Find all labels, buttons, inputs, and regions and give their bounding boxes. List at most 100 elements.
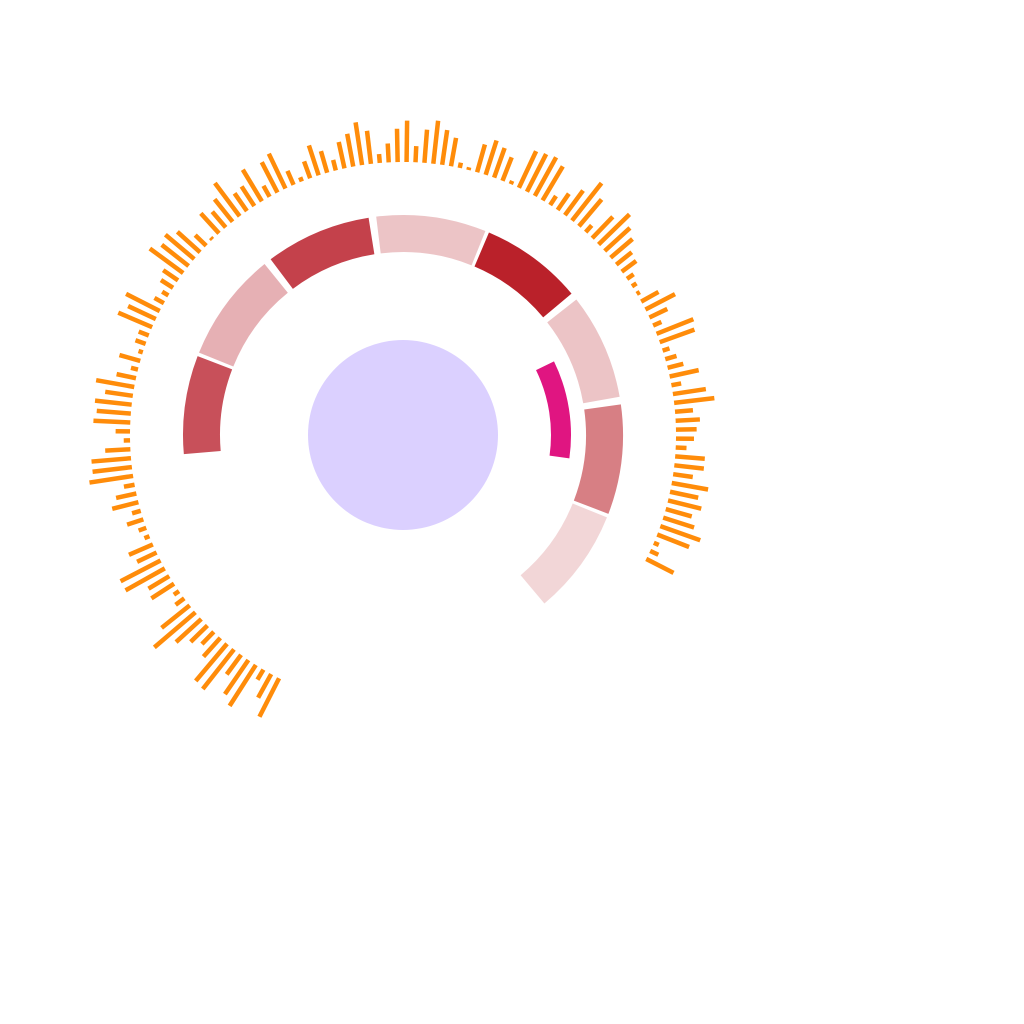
outer-bar <box>413 145 419 163</box>
outer-bar <box>189 623 210 644</box>
outer-bar <box>563 189 585 217</box>
inner-arc-segment <box>536 361 572 459</box>
outer-bar <box>524 153 549 193</box>
outer-bar <box>674 463 705 471</box>
outer-bar <box>674 454 705 461</box>
outer-bar <box>656 532 690 550</box>
outer-bar <box>577 197 604 228</box>
outer-bar <box>590 215 615 240</box>
outer-bar <box>147 574 171 591</box>
outer-bar <box>298 176 304 183</box>
outer-bar <box>137 348 144 355</box>
outer-bar <box>227 663 258 708</box>
outer-bar <box>285 169 296 186</box>
outer-bar <box>137 329 150 338</box>
outer-bar <box>94 398 132 407</box>
outer-bar <box>161 268 180 283</box>
outer-bar <box>661 346 671 353</box>
outer-bar <box>318 150 330 174</box>
outer-bar <box>645 556 675 575</box>
outer-bar <box>625 272 635 281</box>
outer-bar <box>669 489 699 500</box>
outer-bar <box>658 327 696 345</box>
outer-bar <box>95 377 135 390</box>
outer-bar <box>125 291 161 314</box>
outer-bar <box>201 647 236 691</box>
outer-bar <box>239 185 257 208</box>
outer-bar <box>675 445 687 451</box>
outer-bar <box>175 230 202 255</box>
outer-bar <box>143 534 151 541</box>
outer-bar <box>540 165 565 202</box>
outer-bar <box>150 581 176 601</box>
outer-bar <box>111 500 139 512</box>
outer-bar <box>439 129 450 166</box>
outer-bar <box>223 658 251 696</box>
outer-bar <box>404 120 410 163</box>
outer-bar <box>336 141 347 169</box>
outer-bar <box>422 129 430 164</box>
outer-bar <box>159 278 175 290</box>
outer-bar <box>194 642 229 683</box>
center-circle <box>308 340 498 530</box>
outer-bar <box>152 610 197 650</box>
outer-bar <box>659 524 701 543</box>
outer-bar <box>136 550 158 564</box>
outer-bar <box>306 144 321 177</box>
outer-bar <box>163 232 196 261</box>
ring-segments <box>183 215 624 604</box>
outer-bar <box>126 517 145 527</box>
outer-bar <box>431 120 441 164</box>
outer-bar <box>669 367 700 379</box>
outer-bar <box>671 381 682 388</box>
outer-bar <box>640 289 660 304</box>
outer-bar <box>130 365 139 372</box>
outer-bar <box>667 361 684 370</box>
outer-bar <box>259 161 280 194</box>
outer-bar <box>115 491 137 501</box>
outer-bar <box>172 589 181 597</box>
outer-bar <box>671 480 709 492</box>
outer-bar <box>665 506 693 519</box>
outer-bar <box>261 184 272 198</box>
outer-bar <box>257 677 282 718</box>
outer-bar <box>474 143 488 173</box>
outer-bar <box>255 668 266 681</box>
outer-bar <box>672 386 707 397</box>
outer-bar <box>199 211 221 235</box>
outer-bar <box>652 319 663 328</box>
outer-bar <box>385 143 391 163</box>
outer-bar <box>116 371 137 381</box>
outer-bar <box>266 152 288 190</box>
outer-bar <box>570 181 604 223</box>
outer-bar <box>137 525 148 533</box>
outer-bar <box>301 160 313 180</box>
outer-bar <box>330 159 338 171</box>
outer-bar <box>128 542 154 557</box>
outer-bar <box>104 389 134 399</box>
outer-bar <box>212 197 235 224</box>
outer-bar <box>118 352 141 364</box>
outer-bar <box>672 471 694 480</box>
outer-bar <box>174 617 203 644</box>
outer-bar <box>89 473 134 485</box>
ring-segment-3 <box>270 217 375 289</box>
outer-bar <box>376 153 383 164</box>
outer-bar <box>635 290 641 296</box>
inner-arc <box>536 361 572 459</box>
outer-bar <box>664 353 678 362</box>
outer-bar <box>364 130 374 165</box>
ring-segment-4 <box>376 215 486 266</box>
ring-segment-1 <box>183 356 233 455</box>
outer-bar <box>466 166 472 171</box>
outer-bar <box>193 233 208 248</box>
outer-bar <box>655 317 695 336</box>
outer-bar <box>609 237 634 260</box>
outer-bar <box>119 558 162 584</box>
outer-bar <box>161 289 170 298</box>
outer-bar <box>648 306 669 320</box>
outer-bar <box>131 508 142 516</box>
outer-bar <box>516 150 539 189</box>
outer-bar <box>200 630 216 646</box>
